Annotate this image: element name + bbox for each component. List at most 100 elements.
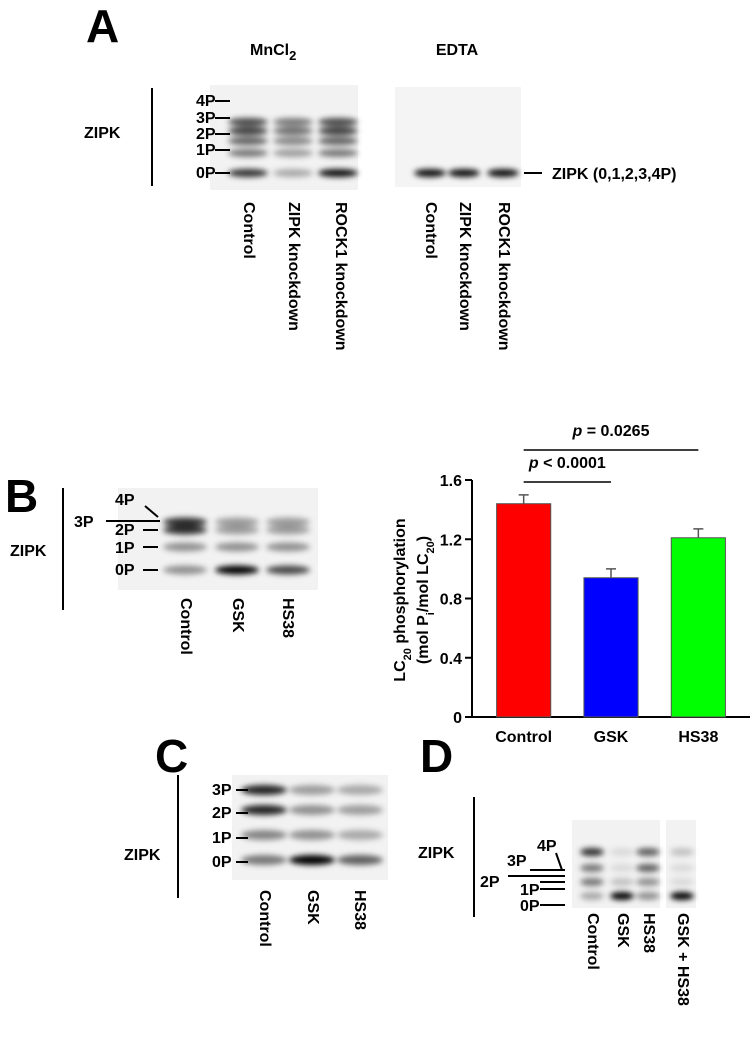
band (289, 805, 335, 815)
band-label: 4P (196, 93, 216, 110)
y-label-text: phosphorylation (392, 518, 409, 648)
y-axis-label: LC20 phosphorylation (392, 518, 414, 681)
lane-label: HS38 (279, 598, 296, 638)
y-label-sub: i (425, 612, 437, 615)
panel-label: C (155, 730, 188, 782)
lane-label: HS38 (351, 890, 368, 930)
band (580, 848, 604, 856)
band (318, 127, 358, 135)
band (215, 525, 259, 535)
error-bar (606, 568, 616, 578)
band-label: 0P (520, 898, 540, 915)
protein-label: ZIPK (418, 845, 455, 862)
y-tick-label: 0 (453, 710, 462, 727)
y-tick-label: 1.2 (440, 532, 462, 549)
protein-label: ZIPK (84, 125, 121, 142)
band (228, 149, 268, 157)
x-tick-label: GSK (594, 729, 629, 746)
band (610, 848, 634, 856)
band (580, 864, 604, 872)
band-label: 1P (115, 540, 135, 557)
band (337, 855, 383, 865)
lane-label: GSK + HS38 (674, 913, 691, 1006)
y-label-text: /mol LC (415, 553, 432, 612)
lane-label: HS38 (640, 913, 657, 953)
band-label: 3P (74, 514, 94, 531)
band (636, 848, 660, 856)
band (318, 149, 358, 157)
band (228, 169, 268, 177)
condition-label: MnCl2 (250, 42, 296, 63)
band (636, 864, 660, 872)
band-label: 3P (212, 782, 232, 799)
band (266, 517, 310, 527)
panel-label: B (5, 470, 38, 522)
lane-label: ZIPK knockdown (456, 202, 473, 331)
lane-label: ROCK1 knockdown (495, 202, 512, 350)
lane-label: ZIPK knockdown (285, 202, 302, 331)
band (241, 830, 287, 840)
lane-label: Control (422, 202, 439, 259)
band-label: 2P (212, 805, 232, 822)
lane-label: ROCK1 knockdown (332, 202, 349, 350)
band (580, 878, 604, 886)
band (266, 525, 310, 535)
band (318, 118, 358, 126)
band (266, 542, 310, 552)
band-label: 2P (480, 874, 500, 891)
band (289, 785, 335, 795)
band (273, 169, 313, 177)
band-label: 3P (196, 110, 216, 127)
band (610, 892, 634, 900)
error-bar (518, 494, 529, 504)
p-text: < 0.0001 (539, 455, 606, 472)
p-italic: p (528, 455, 539, 472)
panel-label: A (86, 0, 119, 52)
y-tick-label: 0.4 (440, 651, 462, 668)
band (215, 565, 259, 575)
band (337, 805, 383, 815)
y-label-text: LC (392, 660, 409, 682)
band (580, 892, 604, 900)
p-value-label: p < 0.0001 (528, 455, 606, 472)
band-label: 4P (537, 838, 557, 855)
band (228, 118, 268, 126)
y-label-text: ) (415, 536, 432, 541)
panel-label: D (420, 730, 453, 782)
band (318, 137, 358, 145)
band (448, 169, 480, 177)
lane-label: GSK (304, 890, 321, 925)
line-mark (144, 505, 159, 518)
band-label: 2P (196, 126, 216, 143)
band (215, 542, 259, 552)
band (163, 517, 207, 527)
error-bar (693, 528, 704, 538)
line-mark (555, 852, 563, 871)
band (337, 785, 383, 795)
band-label: 3P (507, 853, 527, 870)
band (414, 169, 446, 177)
band (163, 525, 207, 535)
condition-sub: 2 (289, 48, 296, 63)
band-label: ZIPK (0,1,2,3,4P) (552, 166, 677, 183)
band (670, 864, 694, 872)
band-label: 4P (115, 492, 135, 509)
protein-label: ZIPK (124, 847, 161, 864)
band (215, 517, 259, 527)
band (163, 542, 207, 552)
condition-label: EDTA (436, 42, 479, 59)
band (266, 565, 310, 575)
band (670, 892, 694, 900)
band (610, 864, 634, 872)
y-label-sub: 20 (402, 648, 414, 660)
band-label: 1P (196, 142, 216, 159)
band (273, 127, 313, 135)
band (163, 565, 207, 575)
band (670, 848, 694, 856)
band (273, 137, 313, 145)
band (289, 830, 335, 840)
y-tick-label: 1.6 (440, 473, 462, 490)
band (636, 892, 660, 900)
band (318, 169, 358, 177)
